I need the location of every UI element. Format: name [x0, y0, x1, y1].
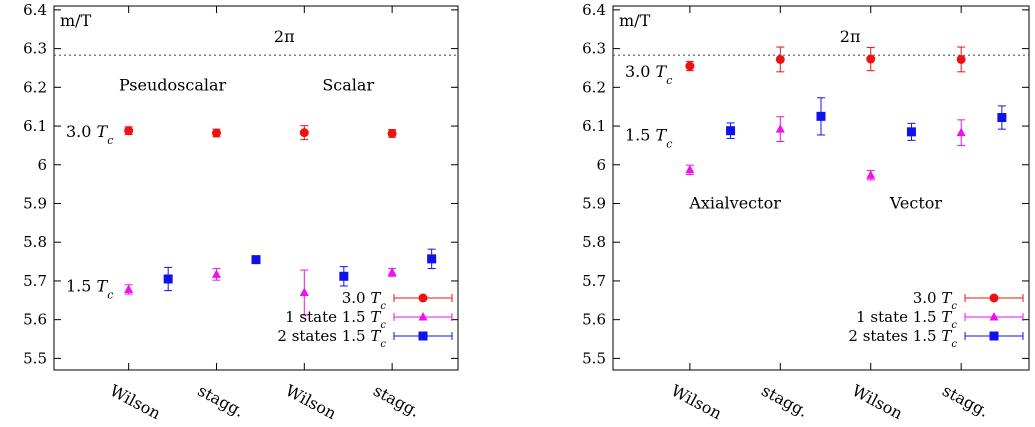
data-point — [339, 271, 349, 281]
y-tick-label: 5.6 — [23, 311, 47, 329]
legend-label: 1 state 1.5 Tc — [856, 308, 957, 331]
legend-label: 1 state 1.5 Tc — [285, 308, 386, 331]
y-tick-label: 6.3 — [582, 40, 606, 58]
data-point — [299, 128, 309, 138]
legend-label: 2 states 1.5 Tc — [277, 327, 386, 350]
data-point — [685, 61, 695, 71]
reference-line-label: 2π — [274, 27, 295, 46]
legend-marker — [989, 312, 999, 321]
data-point — [211, 269, 221, 278]
legend-marker — [989, 293, 999, 303]
x-category-label: Wilson — [668, 381, 725, 423]
data-point — [427, 254, 437, 264]
legend-label: 3.0 Tc — [342, 289, 387, 312]
channel-annotation: Vector — [889, 193, 943, 212]
legend-marker — [418, 312, 428, 321]
series-2 — [124, 267, 397, 316]
y-tick-label: 5.7 — [23, 272, 47, 290]
legend-label: 2 states 1.5 Tc — [848, 327, 957, 350]
chart-panel-2: 5.5 5.6 5.7 5.8 5.9 6 6.1 6.2 6.3 6.4 Wilson stagg.… — [582, 1, 1030, 423]
temperature-annotation: 1.5 Tc — [66, 277, 113, 302]
x-category-label: stagg. — [370, 381, 423, 421]
data-point — [726, 126, 736, 136]
data-point — [387, 128, 397, 138]
legend: 3.0 Tc1 state 1.5 Tc2 states 1.5 Tc — [848, 289, 1024, 350]
temperature-annotation: 3.0 Tc — [625, 62, 672, 87]
data-point — [997, 113, 1007, 123]
x-category-label: stagg. — [195, 381, 248, 421]
data-point — [211, 128, 221, 138]
data-point — [124, 126, 134, 136]
y-tick-label: 6.4 — [582, 1, 606, 19]
channel-annotation: Pseudoscalar — [119, 75, 227, 94]
y-tick-label: 5.9 — [582, 194, 606, 212]
series-3 — [726, 97, 1007, 141]
data-point — [906, 127, 916, 137]
channel-annotation: Axialvector — [688, 193, 781, 212]
y-tick-label: 6.3 — [23, 40, 47, 58]
y-tick-label: 6.1 — [23, 117, 47, 135]
data-point — [775, 54, 785, 64]
y-tick-label: 6.2 — [23, 78, 47, 96]
chart-panel-1: 5.5 5.6 5.7 5.8 5.9 6 6.1 6.2 6.3 6.4 Wilson stagg.… — [23, 1, 459, 423]
series-1 — [124, 125, 397, 141]
x-category-label: Wilson — [849, 381, 906, 423]
legend-marker — [418, 331, 428, 341]
data-point — [775, 124, 785, 133]
plot-frame — [612, 5, 1030, 371]
data-point — [124, 284, 134, 293]
series-1 — [685, 46, 966, 73]
data-point — [866, 170, 876, 179]
x-category-label: Wilson — [282, 381, 339, 423]
y-tick-label: 5.5 — [23, 349, 47, 367]
y-tick-label: 6.2 — [582, 78, 606, 96]
data-point — [299, 287, 309, 297]
data-point — [251, 255, 261, 265]
plot-frame — [53, 5, 459, 371]
channel-annotation: Scalar — [322, 75, 374, 94]
temperature-annotation: 3.0 Tc — [66, 122, 113, 147]
legend: 3.0 Tc1 state 1.5 Tc2 states 1.5 Tc — [277, 289, 453, 350]
y-tick-label: 5.6 — [582, 311, 606, 329]
y-tick-label: 6 — [37, 156, 47, 174]
x-category-label: stagg. — [758, 381, 811, 421]
data-point — [387, 267, 397, 276]
reference-line-label: 2π — [840, 27, 861, 46]
legend-marker — [989, 331, 999, 341]
data-point — [866, 54, 876, 64]
y-tick-label: 6.4 — [23, 1, 47, 19]
y-axis-label: m/T — [619, 11, 651, 30]
data-point — [956, 127, 966, 137]
y-tick-label: 5.5 — [582, 349, 606, 367]
legend-marker — [418, 293, 428, 303]
data-point — [956, 54, 966, 64]
data-point — [163, 274, 173, 284]
x-category-label: Wilson — [107, 381, 164, 423]
series-3 — [163, 248, 437, 292]
y-tick-label: 5.9 — [23, 194, 47, 212]
y-tick-label: 5.8 — [582, 233, 606, 251]
legend-label: 3.0 Tc — [913, 289, 958, 312]
data-point — [816, 111, 826, 121]
y-tick-label: 5.8 — [23, 233, 47, 251]
y-tick-label: 6 — [596, 156, 606, 174]
series-2 — [685, 116, 966, 181]
y-tick-label: 5.7 — [582, 272, 606, 290]
data-point — [685, 164, 695, 174]
x-category-label: stagg. — [939, 381, 992, 421]
temperature-annotation: 1.5 Tc — [625, 126, 672, 151]
y-tick-label: 6.1 — [582, 117, 606, 135]
y-axis-label: m/T — [60, 11, 92, 30]
